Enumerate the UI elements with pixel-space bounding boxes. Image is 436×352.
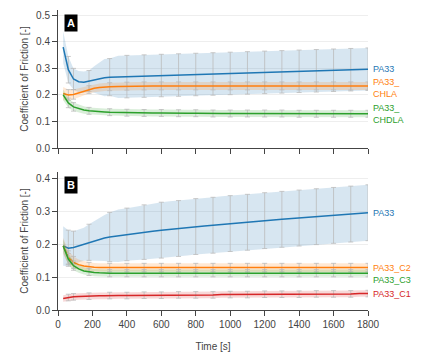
svg-text:1200: 1200 <box>254 319 277 330</box>
svg-text:0.3: 0.3 <box>36 63 50 74</box>
svg-text:0.1: 0.1 <box>36 116 50 127</box>
svg-text:1800: 1800 <box>357 319 380 330</box>
svg-text:1000: 1000 <box>219 319 242 330</box>
svg-text:PA33_C1: PA33_C1 <box>373 289 411 299</box>
svg-text:0: 0 <box>55 319 61 330</box>
svg-text:PA33_CHLA: PA33_CHLA <box>373 77 400 99</box>
svg-text:0.2: 0.2 <box>36 239 50 250</box>
svg-text:200: 200 <box>84 319 101 330</box>
svg-text:B: B <box>67 179 75 191</box>
svg-text:PA33_C2: PA33_C2 <box>373 263 411 273</box>
svg-text:PA33: PA33 <box>373 208 394 218</box>
svg-text:600: 600 <box>153 319 170 330</box>
svg-text:A: A <box>67 17 75 29</box>
svg-text:1400: 1400 <box>288 319 311 330</box>
svg-text:0.3: 0.3 <box>36 206 50 217</box>
svg-text:0.2: 0.2 <box>36 89 50 100</box>
svg-text:0.4: 0.4 <box>36 173 50 184</box>
svg-text:0.0: 0.0 <box>36 143 50 154</box>
svg-text:0.0: 0.0 <box>36 305 50 316</box>
svg-text:0.4: 0.4 <box>36 36 50 47</box>
svg-text:1600: 1600 <box>322 319 345 330</box>
svg-text:800: 800 <box>187 319 204 330</box>
svg-text:Coefficient of Friction [-]: Coefficient of Friction [-] <box>19 188 30 294</box>
svg-text:400: 400 <box>119 319 136 330</box>
svg-text:PA33: PA33 <box>373 64 394 74</box>
svg-text:Time [s]: Time [s] <box>195 341 230 352</box>
svg-text:Coefficient of Friction [-]: Coefficient of Friction [-] <box>19 26 30 132</box>
svg-text:PA33_C3: PA33_C3 <box>373 275 411 285</box>
svg-text:PA33_CHDLA: PA33_CHDLA <box>373 103 404 125</box>
svg-text:0.1: 0.1 <box>36 272 50 283</box>
svg-text:0.5: 0.5 <box>36 10 50 21</box>
